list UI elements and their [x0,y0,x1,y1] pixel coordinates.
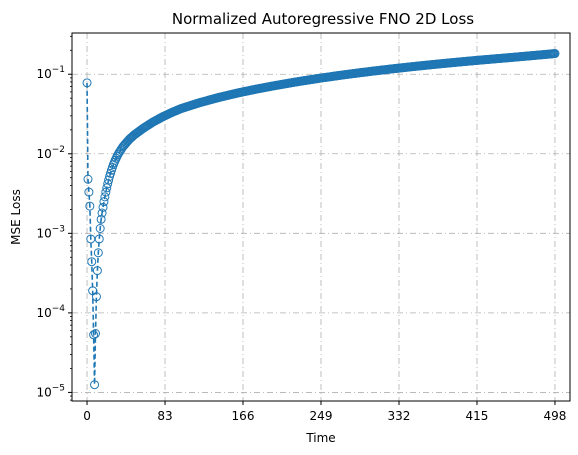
x-tick-label: 249 [310,409,333,423]
data-point [87,257,97,267]
y-tick-label: 10−1 [36,65,65,81]
data-point [90,329,100,339]
y-tick-label: 10−5 [36,383,65,399]
data-point [92,266,102,276]
chart-title: Normalized Autoregressive FNO 2D Loss [172,10,474,28]
data-point [89,330,99,340]
series-layer [82,49,560,390]
y-axis-label: MSE Loss [9,189,23,245]
data-point [85,201,95,211]
data-point [95,224,105,233]
x-axis-label: Time [305,431,335,445]
data-point [104,175,114,185]
data-point [101,187,111,197]
x-axis-ticks: 0 83 166 249 332 415 498 [83,401,566,423]
data-point [94,234,104,244]
y-tick-label: 10−3 [36,224,65,240]
data-point [91,292,101,302]
data-point [97,208,107,218]
data-point [90,380,100,390]
data-point [84,187,94,197]
data-point [99,197,109,207]
x-tick-label: 83 [157,409,172,423]
data-point [82,78,92,88]
data-point [96,214,106,224]
data-point [83,174,93,184]
x-tick-label: 332 [388,409,411,423]
y-axis-ticks: 10−5 10−4 10−3 10−2 10−1 [36,35,72,401]
x-tick-label: 498 [544,409,567,423]
x-tick-label: 415 [466,409,489,423]
x-tick-label: 166 [232,409,255,423]
data-point [98,202,108,212]
data-point [100,192,110,202]
data-point [93,248,103,258]
data-point [550,49,560,59]
y-tick-label: 10−4 [36,304,65,320]
x-tick-label: 0 [83,409,91,423]
y-tick-label: 10−2 [36,145,65,161]
